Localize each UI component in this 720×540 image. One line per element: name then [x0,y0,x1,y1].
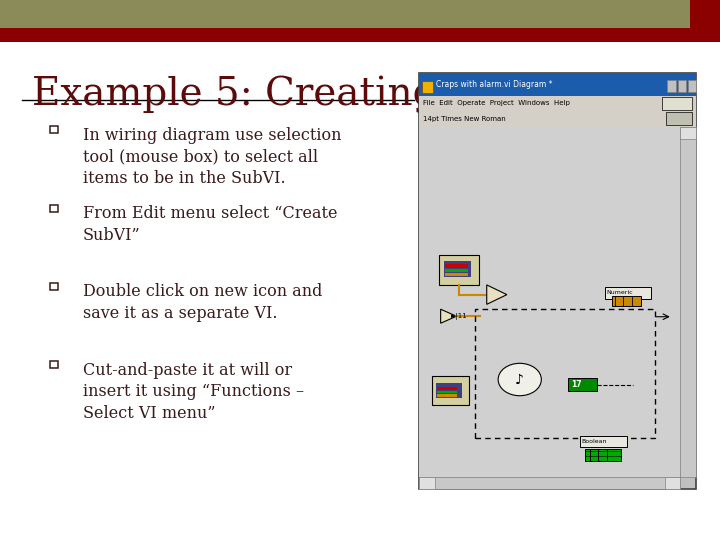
Text: Numeric: Numeric [607,290,634,295]
Text: From Edit menu select “Create
SubVI”: From Edit menu select “Create SubVI” [83,205,337,244]
Bar [585,449,621,461]
Bar [439,255,479,285]
Bar [667,80,676,92]
Bar [432,376,469,406]
Bar [50,283,58,290]
Bar [0,0,720,28]
Bar [419,96,696,111]
Bar [568,377,597,391]
Bar [445,273,468,276]
Bar [474,309,654,437]
Bar [580,436,626,447]
Text: Boolean: Boolean [582,439,608,444]
Text: 17: 17 [571,380,582,389]
Text: Craps with alarm.vi Diagram *: Craps with alarm.vi Diagram * [436,80,553,89]
Bar [612,296,641,306]
Bar [437,391,457,394]
Bar [444,261,471,278]
Text: Double click on new icon and
save it as a separate VI.: Double click on new icon and save it as … [83,284,322,322]
Bar [436,383,462,399]
Text: 14pt Times New Roman: 14pt Times New Roman [423,116,505,122]
Bar [662,97,692,110]
Bar [50,126,58,133]
Bar [665,477,680,489]
Bar [419,73,696,489]
Text: Cut-and-paste it at will or
insert it using “Functions –
Select VI menu”: Cut-and-paste it at will or insert it us… [83,362,304,422]
Bar [419,477,435,489]
Polygon shape [487,285,507,305]
Bar [419,111,696,127]
Bar [605,287,652,299]
Bar [445,265,468,268]
Bar [419,73,696,96]
Text: In wiring diagram use selection
tool (mouse box) to select all
items to be in th: In wiring diagram use selection tool (mo… [83,127,341,187]
Bar [437,387,457,390]
Bar [690,0,720,28]
Bar [680,127,696,139]
Bar [688,80,696,92]
Polygon shape [441,309,456,323]
Bar [50,361,58,368]
Bar [419,127,680,477]
Text: ♪: ♪ [516,373,524,387]
Bar [50,205,58,212]
Bar [680,127,696,477]
Bar [422,81,433,93]
Text: Example 5: Creating Sub-VIs: Example 5: Creating Sub-VIs [32,76,600,113]
Text: File  Edit  Operate  Project  Windows  Help: File Edit Operate Project Windows Help [423,100,570,106]
Bar [666,112,692,125]
Bar [437,395,457,397]
Bar [0,28,720,42]
Bar [445,269,468,272]
Bar [678,80,686,92]
Text: ►|11: ►|11 [451,313,467,320]
Circle shape [498,363,541,396]
Bar [419,477,680,489]
